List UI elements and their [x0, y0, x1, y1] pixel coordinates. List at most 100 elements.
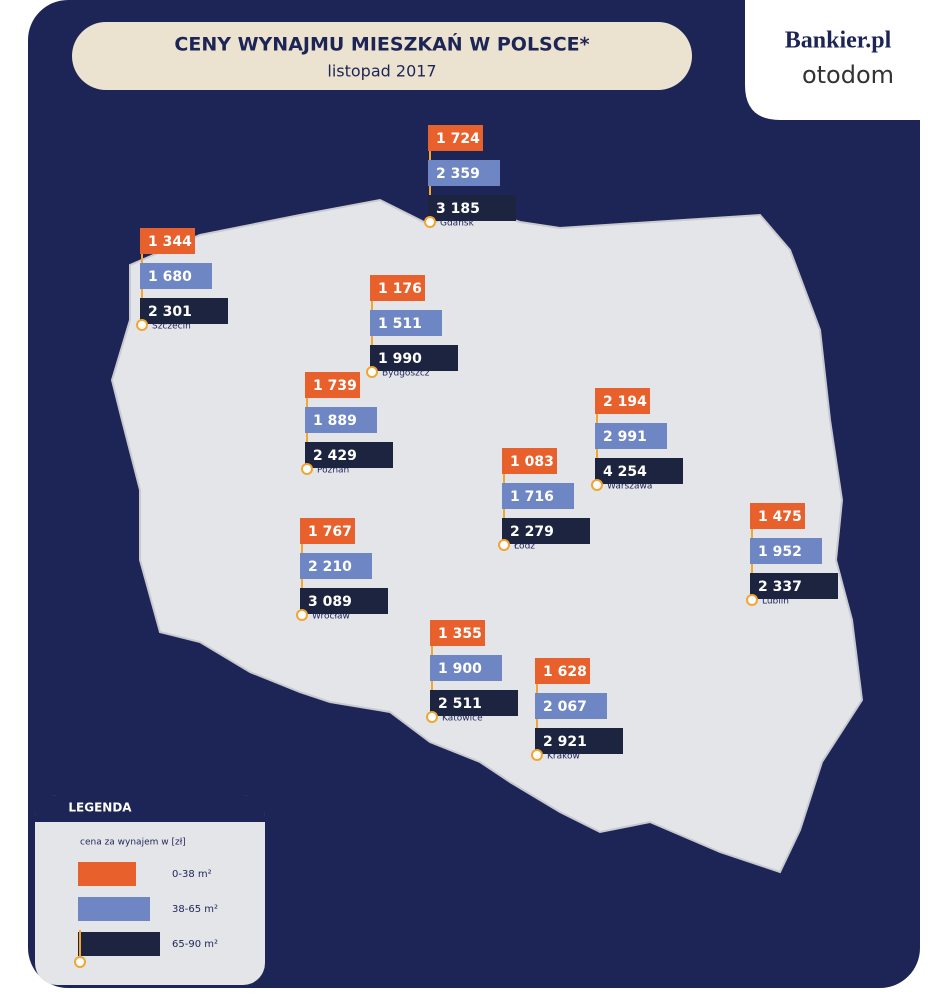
city-name: Lublin [762, 597, 789, 607]
cities: 1 724 2 359 3 185 Gdańsk 1 344 1 680 2 301 Szcz… [136, 125, 838, 762]
price: 2 337 [758, 579, 802, 595]
price-box [502, 518, 590, 544]
price: 1 680 [148, 269, 192, 285]
price: 2 067 [543, 699, 587, 715]
price-box [750, 573, 838, 599]
price: 1 900 [438, 661, 482, 677]
price-box [428, 195, 516, 221]
margin [0, 780, 28, 1000]
pin [591, 479, 603, 491]
city: 1 767 2 210 3 089 Wrocław [296, 518, 388, 622]
price-box [430, 655, 502, 681]
pin [426, 711, 438, 723]
city: 1 176 1 511 1 990 Bydgoszcz [366, 275, 458, 379]
price: 1 990 [378, 351, 422, 367]
price: 2 359 [436, 166, 480, 182]
price: 1 628 [543, 664, 587, 680]
city: 1 344 1 680 2 301 Szczecin [136, 228, 228, 332]
legend-label: 0-38 m² [172, 869, 212, 880]
price: 1 889 [313, 413, 357, 429]
price: 2 511 [438, 696, 482, 712]
city-name: Poznań [317, 466, 349, 476]
pin [424, 216, 436, 228]
price-box [535, 658, 590, 684]
city-name: Wrocław [312, 612, 350, 622]
price-box [750, 538, 822, 564]
price-box [370, 310, 442, 336]
legend-pin [74, 956, 86, 968]
pin [366, 366, 378, 378]
pin [531, 749, 543, 761]
price-box [305, 442, 393, 468]
legend-label: 65-90 m² [172, 939, 218, 950]
pin [136, 319, 148, 331]
price: 2 279 [510, 524, 554, 540]
legend-swatch [78, 897, 150, 921]
city-name: Gdańsk [440, 219, 475, 229]
price: 2 991 [603, 429, 647, 445]
price-box [140, 298, 228, 324]
price: 1 083 [510, 454, 554, 470]
price-box [140, 263, 212, 289]
title: CENY WYNAJMU MIESZKAŃ W POLSCE* [174, 33, 589, 56]
price: 1 511 [378, 316, 422, 332]
price: 4 254 [603, 464, 647, 480]
price-box [370, 345, 458, 371]
price-box [430, 690, 518, 716]
price: 1 355 [438, 626, 482, 642]
price: 1 716 [510, 489, 554, 505]
pin [301, 463, 313, 475]
city-name: Warszawa [607, 482, 652, 492]
legend-box [35, 795, 265, 985]
legend: LEGENDA cena za wynajem w [zł] 0-38 m² 38… [35, 795, 265, 985]
price: 2 194 [603, 394, 647, 410]
city-name: Szczecin [152, 322, 191, 332]
logo-bankier: Bankier.pl [785, 28, 892, 54]
price-box [300, 518, 355, 544]
price: 2 301 [148, 304, 192, 320]
price-box [750, 503, 805, 529]
legend-label: 38-65 m² [172, 904, 218, 915]
price: 1 767 [308, 524, 352, 540]
price-box [140, 228, 195, 254]
price: 1 475 [758, 509, 802, 525]
pin [498, 539, 510, 551]
city: 1 724 2 359 3 185 Gdańsk [424, 125, 516, 229]
price-box [305, 372, 360, 398]
legend-caption: cena za wynajem w [zł] [80, 838, 186, 848]
title-banner [72, 22, 692, 90]
price-box [502, 483, 574, 509]
price: 3 089 [308, 594, 352, 610]
city: 2 194 2 991 4 254 Warszawa [591, 388, 683, 492]
price-box [502, 448, 557, 474]
subtitle: listopad 2017 [327, 62, 436, 81]
price-box [300, 553, 372, 579]
price-box [430, 620, 485, 646]
pin [746, 594, 758, 606]
city: 1 355 1 900 2 511 Katowice [426, 620, 518, 724]
price-box [300, 588, 388, 614]
poland-map [110, 198, 864, 874]
logo-area [745, 0, 947, 120]
price: 3 185 [436, 201, 480, 217]
legend-swatch [78, 932, 160, 956]
price: 2 429 [313, 448, 357, 464]
price-box [595, 458, 683, 484]
price: 1 739 [313, 378, 357, 394]
legend-swatch [78, 862, 136, 886]
price: 1 344 [148, 234, 192, 250]
price: 2 921 [543, 734, 587, 750]
price-box [428, 160, 500, 186]
price-box [370, 275, 425, 301]
price-box [595, 388, 650, 414]
price-box [428, 125, 483, 151]
city: 1 739 1 889 2 429 Poznań [301, 372, 393, 476]
price: 1 724 [436, 131, 480, 147]
price-box [595, 423, 667, 449]
logo-otodom: otodom [802, 61, 894, 89]
city-name: Łódź [513, 541, 535, 552]
price-box [535, 693, 607, 719]
